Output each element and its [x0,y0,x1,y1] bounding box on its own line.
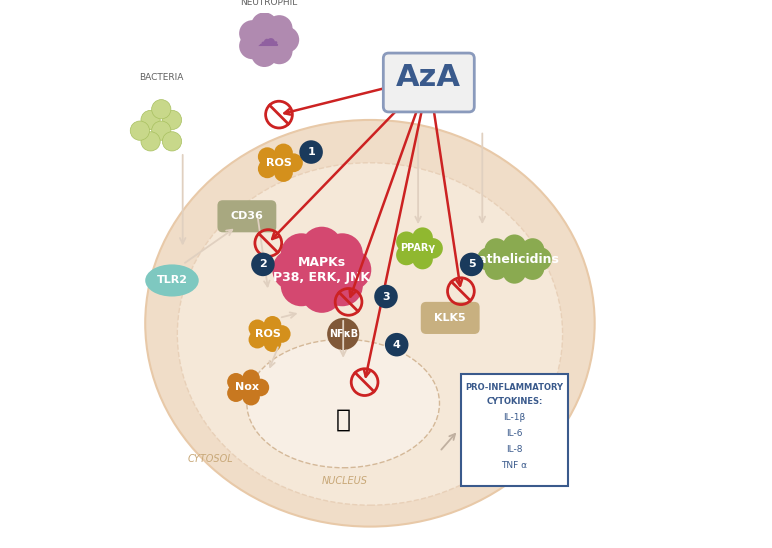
Circle shape [528,247,552,271]
Text: 🧬: 🧬 [336,408,350,432]
Circle shape [249,331,266,349]
Ellipse shape [257,326,279,342]
Circle shape [322,233,363,275]
Circle shape [396,244,417,265]
Circle shape [503,260,527,284]
Circle shape [330,249,371,290]
Ellipse shape [267,154,291,172]
Circle shape [422,238,443,259]
Text: TLR2: TLR2 [157,276,188,286]
Text: NFκB: NFκB [329,329,357,339]
Circle shape [162,110,181,129]
Circle shape [151,121,171,140]
Circle shape [239,20,266,47]
Text: CYTOSOL: CYTOSOL [188,454,234,464]
Circle shape [227,373,245,391]
Text: 1: 1 [307,147,315,157]
Circle shape [242,388,260,406]
Circle shape [300,140,323,164]
Ellipse shape [298,251,346,288]
Circle shape [284,153,303,172]
Circle shape [521,238,544,262]
Text: Cathelicidins: Cathelicidins [469,253,560,266]
Circle shape [258,159,276,178]
Text: ROS: ROS [266,158,292,168]
FancyBboxPatch shape [461,374,568,487]
Circle shape [141,110,161,129]
Circle shape [227,384,245,402]
Ellipse shape [235,379,258,396]
Circle shape [460,253,483,276]
Circle shape [412,249,433,270]
Text: PRO-INFLAMMATORY: PRO-INFLAMMATORY [466,383,564,392]
Circle shape [503,235,527,258]
Ellipse shape [145,265,198,296]
Text: Nox: Nox [235,383,259,392]
Circle shape [412,227,433,248]
Circle shape [266,38,293,64]
Ellipse shape [178,163,563,505]
Text: 3: 3 [382,292,390,301]
Circle shape [266,15,293,42]
Circle shape [251,253,275,276]
Circle shape [327,318,359,350]
Ellipse shape [145,120,594,527]
Circle shape [274,144,293,162]
Circle shape [162,132,181,151]
Text: 2: 2 [259,259,267,270]
Text: KLK5: KLK5 [435,313,466,323]
Text: TNF α: TNF α [501,461,527,470]
Circle shape [273,249,313,290]
Text: ☁: ☁ [257,30,279,50]
Text: CD36: CD36 [231,212,263,221]
Text: IL-8: IL-8 [506,446,523,454]
Circle shape [281,233,322,275]
Circle shape [322,265,363,306]
Circle shape [141,132,161,151]
Circle shape [281,265,322,306]
FancyBboxPatch shape [218,200,276,232]
FancyBboxPatch shape [421,302,479,334]
Circle shape [239,33,266,59]
Ellipse shape [493,248,536,270]
Circle shape [485,238,508,262]
Circle shape [249,319,266,337]
Text: AzA: AzA [396,62,462,92]
Circle shape [242,369,260,387]
Circle shape [263,334,281,352]
Circle shape [385,333,408,356]
Text: PPARγ: PPARγ [401,243,435,253]
Circle shape [274,163,293,182]
Text: NEUTROPHIL: NEUTROPHIL [239,0,297,7]
Circle shape [521,256,544,280]
FancyBboxPatch shape [384,53,474,112]
Circle shape [252,379,269,396]
Circle shape [374,285,398,309]
Circle shape [151,100,171,119]
Text: ROS: ROS [256,329,281,339]
Circle shape [251,13,278,39]
Circle shape [263,316,281,334]
Circle shape [273,325,290,343]
Text: CYTOKINES:: CYTOKINES: [486,397,543,406]
Circle shape [130,121,150,140]
Circle shape [251,41,278,67]
Text: IL-6: IL-6 [506,429,523,438]
Ellipse shape [406,239,430,258]
Circle shape [477,247,500,271]
Circle shape [301,227,343,268]
Ellipse shape [253,27,283,52]
Text: 4: 4 [393,340,401,350]
Circle shape [396,231,417,252]
Ellipse shape [247,339,439,468]
Text: MAPKs
P38, ERK, JNK: MAPKs P38, ERK, JNK [273,256,371,284]
Text: IL-1β: IL-1β [503,413,526,423]
Circle shape [485,256,508,280]
Text: NUCLEUS: NUCLEUS [322,476,367,486]
Circle shape [301,272,343,313]
Text: 5: 5 [468,259,476,270]
Circle shape [258,147,276,166]
Circle shape [273,26,300,53]
Text: BACTERIA: BACTERIA [139,73,184,82]
